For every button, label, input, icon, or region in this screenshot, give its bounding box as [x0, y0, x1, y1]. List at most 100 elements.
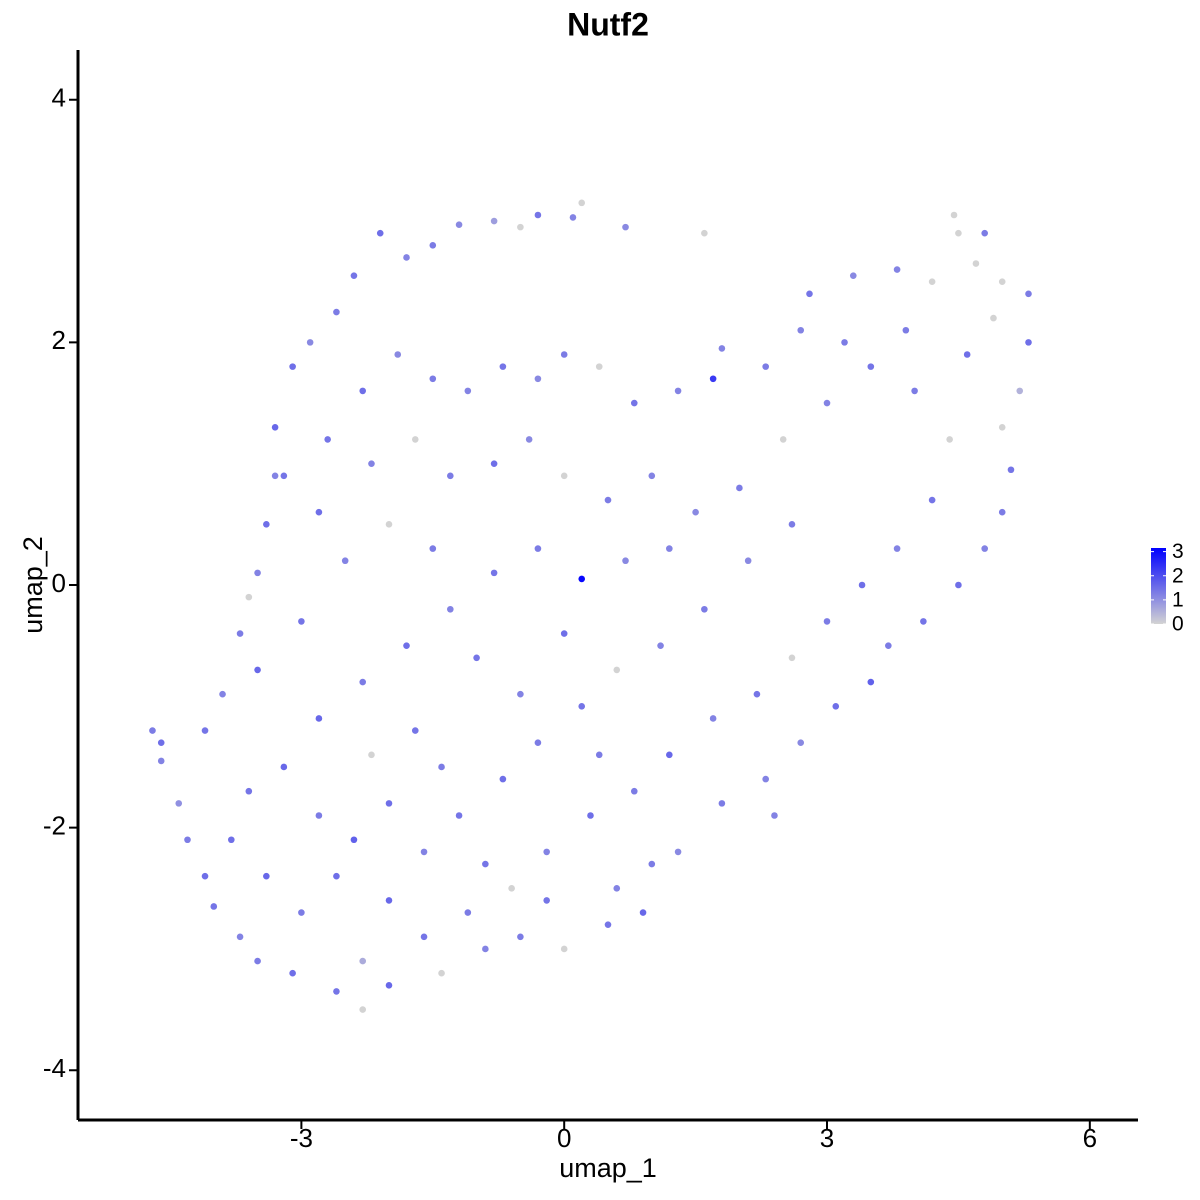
- point: [228, 836, 235, 844]
- point: [595, 363, 603, 370]
- point: [157, 757, 165, 765]
- point: [893, 545, 901, 552]
- point: [245, 593, 253, 601]
- point: [630, 787, 638, 795]
- point: [604, 496, 612, 504]
- point: [306, 339, 314, 346]
- point: [560, 945, 568, 953]
- point: [447, 605, 454, 613]
- point: [560, 472, 568, 480]
- point: [981, 229, 988, 237]
- point: [324, 436, 331, 443]
- point: [403, 254, 410, 261]
- point: [438, 969, 445, 977]
- point: [797, 326, 805, 334]
- point: [560, 630, 568, 637]
- point: [998, 278, 1006, 286]
- point: [429, 242, 437, 249]
- point: [368, 751, 375, 759]
- point: [508, 884, 515, 892]
- point: [674, 848, 682, 856]
- point: [701, 605, 708, 613]
- y-tick-label: 2: [52, 325, 66, 355]
- point: [525, 436, 533, 443]
- point: [350, 836, 358, 844]
- point: [263, 521, 270, 528]
- colorbar-label: 1: [1172, 588, 1184, 611]
- point: [622, 557, 629, 565]
- point: [972, 260, 980, 267]
- point: [499, 775, 507, 783]
- point: [788, 654, 796, 662]
- point: [254, 666, 261, 674]
- point: [1007, 466, 1015, 474]
- point: [630, 399, 638, 407]
- point: [1016, 387, 1024, 395]
- point: [666, 545, 673, 552]
- chart-title: Nutf2: [567, 6, 649, 42]
- point: [341, 557, 349, 565]
- point: [403, 642, 410, 649]
- point: [998, 423, 1006, 431]
- point: [841, 339, 848, 346]
- point: [806, 290, 813, 298]
- point: [517, 933, 524, 941]
- point: [666, 751, 673, 759]
- point: [359, 957, 367, 965]
- point: [543, 897, 550, 904]
- point: [464, 909, 472, 916]
- y-tick-label: 4: [52, 83, 66, 113]
- point: [534, 739, 542, 747]
- point: [946, 436, 953, 443]
- point: [482, 860, 489, 868]
- point: [517, 223, 524, 231]
- point: [333, 988, 340, 995]
- point: [280, 763, 288, 771]
- point: [157, 739, 165, 747]
- point: [595, 751, 603, 759]
- point: [184, 836, 191, 844]
- point: [315, 715, 323, 722]
- point: [429, 375, 437, 383]
- point: [674, 387, 682, 395]
- point: [420, 933, 428, 941]
- point: [578, 199, 586, 207]
- point: [420, 848, 428, 856]
- point: [455, 812, 463, 819]
- point: [280, 472, 288, 480]
- point: [762, 363, 769, 370]
- point: [771, 812, 778, 819]
- point: [359, 678, 367, 686]
- point: [762, 775, 769, 783]
- point: [578, 703, 586, 710]
- point: [289, 363, 296, 370]
- point: [376, 229, 384, 237]
- point: [928, 278, 936, 286]
- point: [885, 642, 892, 649]
- point: [569, 214, 577, 221]
- point: [718, 800, 726, 807]
- y-tick-label: -2: [43, 811, 66, 841]
- point: [543, 848, 550, 856]
- point: [175, 800, 183, 807]
- point: [315, 812, 323, 819]
- point: [236, 630, 244, 637]
- point: [849, 272, 857, 279]
- point: [254, 957, 261, 965]
- point: [832, 703, 840, 710]
- x-tick-label: -3: [290, 1123, 313, 1153]
- point: [867, 363, 875, 370]
- point: [963, 351, 971, 358]
- point: [534, 375, 542, 383]
- point: [560, 351, 568, 358]
- point: [639, 909, 647, 916]
- point: [411, 727, 419, 734]
- point: [928, 496, 936, 504]
- point: [254, 569, 261, 577]
- point: [587, 812, 594, 819]
- point: [490, 217, 498, 225]
- point: [823, 618, 831, 625]
- point: [385, 521, 393, 528]
- point: [534, 211, 542, 219]
